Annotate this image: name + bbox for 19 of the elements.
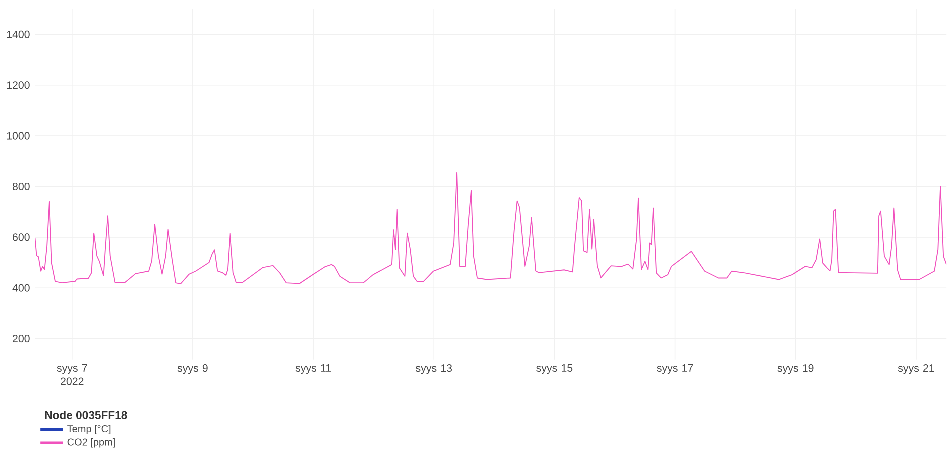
y-tick-label: 600: [13, 234, 30, 242]
line-series: [34, 172, 947, 285]
x-tick-label: syys 19: [778, 364, 814, 374]
y-tick-label: 1400: [7, 30, 30, 39]
x-tick-label: syys 11: [296, 364, 332, 374]
y-tick-label: 1200: [7, 82, 30, 90]
legend-label: Temp [°C]: [68, 425, 111, 435]
x-tick-label: syys 21: [898, 364, 934, 374]
y-tick-label: 1000: [7, 132, 30, 140]
legend-title: Node 0035FF18: [45, 411, 128, 420]
y-tick-label: 400: [12, 284, 30, 292]
x-tick-label: syys 15: [536, 364, 573, 374]
x-tick-label: syys 9: [178, 364, 208, 374]
y-tick-label: 800: [12, 183, 30, 191]
x-tick-label: syys 7 2022: [57, 364, 88, 386]
x-tick-label: syys 17: [657, 364, 694, 374]
y-tick-label: 200: [13, 335, 30, 343]
legend-label: CO2 [ppm]: [68, 438, 115, 448]
x-tick-label: syys 13: [416, 364, 452, 374]
